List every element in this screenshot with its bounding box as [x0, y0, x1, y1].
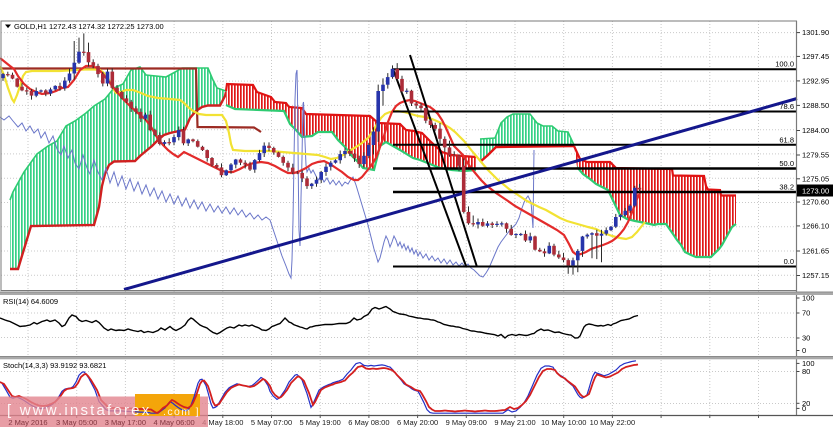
svg-text:9 May 09:00: 9 May 09:00: [446, 418, 487, 427]
svg-text:80: 80: [802, 367, 810, 376]
svg-text:1261.65: 1261.65: [802, 247, 829, 256]
svg-text:2 May 2016: 2 May 2016: [8, 418, 47, 427]
svg-text:1257.15: 1257.15: [802, 271, 829, 280]
svg-text:GOLD,H1 1272.43 1274.32 1272.: GOLD,H1 1272.43 1274.32 1272.25 1273.00: [14, 22, 164, 31]
svg-text:RSI(14) 64.6009: RSI(14) 64.6009: [3, 297, 58, 306]
svg-text:100: 100: [802, 359, 815, 368]
svg-text:4 May 18:00: 4 May 18:00: [202, 418, 243, 427]
svg-text:3 May 17:00: 3 May 17:00: [105, 418, 146, 427]
svg-text:0.0: 0.0: [784, 257, 794, 266]
svg-text:0: 0: [802, 404, 806, 413]
svg-text:[ www.instaforex: [ www.instaforex: [7, 402, 151, 419]
svg-text:1275.05: 1275.05: [802, 174, 829, 183]
svg-text:61.8: 61.8: [779, 135, 794, 144]
svg-text:70: 70: [802, 309, 810, 318]
svg-text:100: 100: [802, 294, 815, 303]
svg-text:1266.10: 1266.10: [802, 222, 829, 231]
svg-text:1284.00: 1284.00: [802, 126, 829, 135]
svg-text:100.0: 100.0: [775, 60, 794, 69]
svg-text:78.6: 78.6: [779, 102, 794, 111]
svg-text:1279.55: 1279.55: [802, 151, 829, 160]
svg-text:1270.60: 1270.60: [802, 198, 829, 207]
svg-text:3 May 05:00: 3 May 05:00: [56, 418, 97, 427]
svg-text:1288.50: 1288.50: [802, 101, 829, 110]
svg-text:5 May 07:00: 5 May 07:00: [251, 418, 292, 427]
svg-text:50.0: 50.0: [779, 159, 794, 168]
svg-text:6 May 20:00: 6 May 20:00: [397, 418, 438, 427]
svg-text:Stoch(14,3,3) 93.9192 93.6821: Stoch(14,3,3) 93.9192 93.6821: [3, 361, 106, 370]
svg-text:38.2: 38.2: [779, 183, 794, 192]
svg-text:1292.95: 1292.95: [802, 77, 829, 86]
svg-text:10 May 22:00: 10 May 22:00: [590, 418, 635, 427]
svg-text:9 May 21:00: 9 May 21:00: [494, 418, 535, 427]
svg-text:30: 30: [802, 334, 810, 343]
svg-text:6 May 08:00: 6 May 08:00: [348, 418, 389, 427]
svg-text:20: 20: [802, 399, 810, 408]
svg-text:1301.90: 1301.90: [802, 28, 829, 37]
svg-text:1273.00: 1273.00: [802, 187, 829, 196]
svg-text:1297.45: 1297.45: [802, 52, 829, 61]
svg-text:5 May 19:00: 5 May 19:00: [300, 418, 341, 427]
svg-text:0: 0: [802, 346, 806, 355]
svg-text:4 May 06:00: 4 May 06:00: [153, 418, 194, 427]
svg-text:10 May 10:00: 10 May 10:00: [541, 418, 586, 427]
svg-text:.com ]: .com ]: [163, 406, 200, 418]
